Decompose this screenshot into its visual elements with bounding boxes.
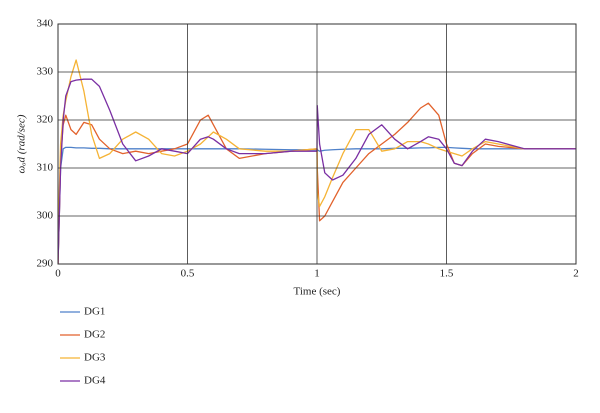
y-axis-label: ωₒd (rad/sec) xyxy=(16,114,28,173)
y-tick-label: 290 xyxy=(37,258,54,270)
x-tick-label: 0 xyxy=(55,268,61,280)
series-line xyxy=(58,78,576,264)
x-tick-label: 0.5 xyxy=(181,268,195,280)
y-tick-label: 320 xyxy=(37,114,54,126)
legend-label: DG1 xyxy=(84,306,105,318)
y-tick-label: 310 xyxy=(37,162,54,174)
legend-label: DG3 xyxy=(84,352,106,364)
legend-label: DG2 xyxy=(84,329,105,341)
x-tick-label: 1.5 xyxy=(440,268,454,280)
x-axis-label: Time (sec) xyxy=(294,286,341,298)
y-tick-label: 330 xyxy=(37,66,54,78)
y-tick-label: 300 xyxy=(37,210,54,222)
legend-label: DG4 xyxy=(84,375,106,387)
x-tick-label: 1 xyxy=(314,268,320,280)
x-tick-label: 2 xyxy=(573,268,579,280)
series-line xyxy=(58,146,576,264)
y-tick-label: 340 xyxy=(37,18,54,30)
